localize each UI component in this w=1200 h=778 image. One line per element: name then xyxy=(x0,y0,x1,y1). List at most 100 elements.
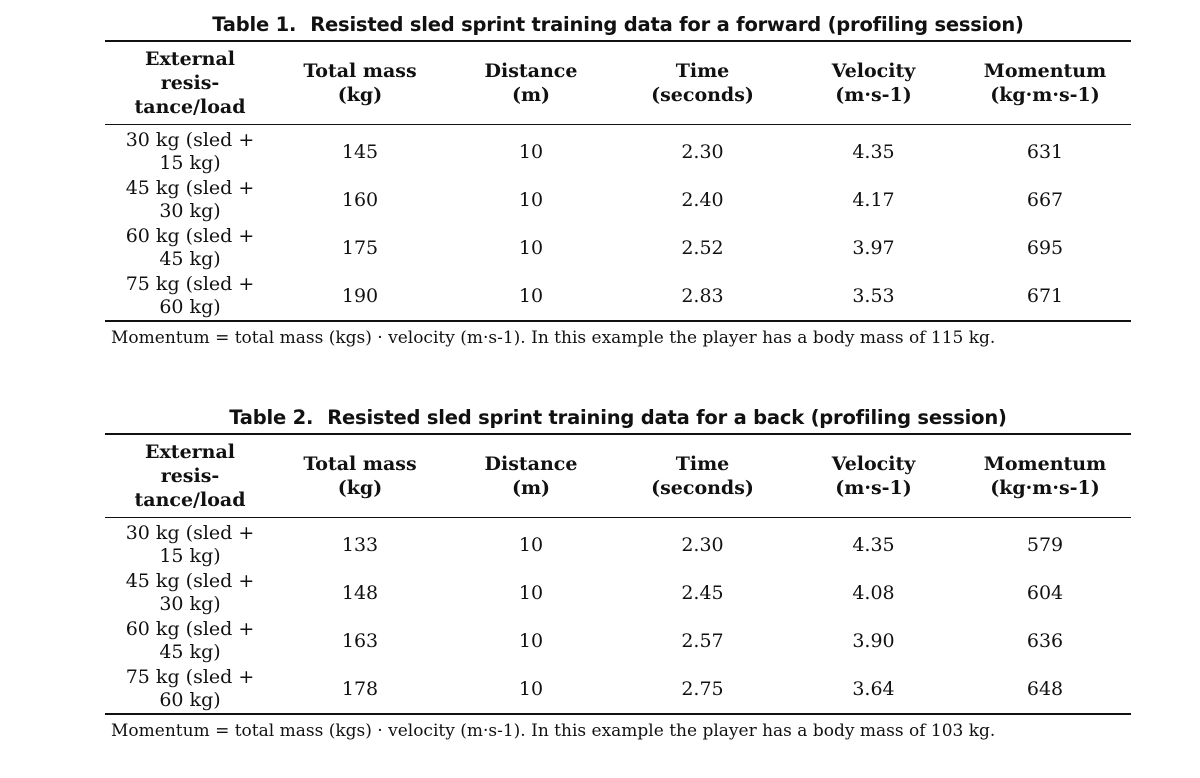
header-line: Distance xyxy=(484,60,578,82)
load-line: 30 kg) xyxy=(159,593,221,615)
cell-velocity: 4.35 xyxy=(852,140,895,163)
table-footnote: Momentum = total mass (kgs) · velocity (… xyxy=(111,721,996,741)
header-momentum: Momentum (kg·m·s-1) xyxy=(959,41,1131,125)
cell-momentum: 695 xyxy=(1026,236,1064,259)
load-line: 75 kg (sled + xyxy=(125,273,255,295)
table-row: 75 kg (sled +60 kg) 190 10 2.83 3.53 671 xyxy=(105,272,1131,321)
cell-time: 2.45 xyxy=(681,581,724,604)
table-caption: Table 1. Resisted sled sprint training da… xyxy=(105,10,1131,40)
header-velocity: Velocity (m·s-1) xyxy=(788,41,959,125)
header-line: Total mass xyxy=(303,60,417,82)
load-line: 30 kg (sled + xyxy=(125,129,255,151)
table-row: 60 kg (sled +45 kg) 175 10 2.52 3.97 695 xyxy=(105,224,1131,272)
header-total-mass: Total mass (kg) xyxy=(275,434,445,518)
cell-total-mass: 178 xyxy=(341,677,379,700)
cell-total-mass: 145 xyxy=(341,140,379,163)
table-row: 45 kg (sled +30 kg) 148 10 2.45 4.08 604 xyxy=(105,569,1131,617)
header-line: Distance xyxy=(484,453,578,475)
load-line: 60 kg) xyxy=(159,296,221,318)
header-line: (seconds) xyxy=(651,477,754,499)
cell-distance: 10 xyxy=(518,140,544,163)
table-row: 30 kg (sled +15 kg) 133 10 2.30 4.35 579 xyxy=(105,518,1131,570)
header-line: (kg) xyxy=(337,477,383,499)
header-row: External resis- tance/load Total mass (k… xyxy=(105,41,1131,125)
cell-total-mass: 163 xyxy=(341,629,379,652)
header-line: External xyxy=(144,48,236,70)
header-line: (seconds) xyxy=(651,84,754,106)
cell-total-mass: 133 xyxy=(341,533,379,556)
cell-momentum: 579 xyxy=(1026,533,1064,556)
header-line: Total mass xyxy=(303,453,417,475)
header-time: Time (seconds) xyxy=(617,41,788,125)
table-2-block: Table 2. Resisted sled sprint training da… xyxy=(105,403,1131,747)
cell-total-mass: 160 xyxy=(341,188,379,211)
header-line: (m) xyxy=(511,477,551,499)
load-line: 45 kg (sled + xyxy=(125,177,255,199)
cell-distance: 10 xyxy=(518,629,544,652)
header-line: tance/load xyxy=(134,489,246,511)
table-row: 30 kg (sled +15 kg) 145 10 2.30 4.35 631 xyxy=(105,125,1131,177)
table-caption: Table 2. Resisted sled sprint training da… xyxy=(105,403,1131,433)
load-line: 45 kg) xyxy=(159,248,221,270)
table-number: Table 1. xyxy=(212,13,297,36)
cell-velocity: 4.08 xyxy=(852,581,895,604)
cell-momentum: 667 xyxy=(1026,188,1064,211)
header-total-mass: Total mass (kg) xyxy=(275,41,445,125)
table-row: 75 kg (sled +60 kg) 178 10 2.75 3.64 648 xyxy=(105,665,1131,714)
header-line: (kg·m·s-1) xyxy=(990,477,1100,499)
cell-load: 45 kg (sled +30 kg) xyxy=(105,176,275,224)
header-velocity: Velocity (m·s-1) xyxy=(788,434,959,518)
cell-time: 2.52 xyxy=(681,236,724,259)
header-line: (m·s-1) xyxy=(835,477,912,499)
cell-time: 2.30 xyxy=(681,533,724,556)
load-line: 30 kg) xyxy=(159,200,221,222)
header-line: Velocity xyxy=(831,60,916,82)
cell-momentum: 648 xyxy=(1026,677,1064,700)
header-distance: Distance (m) xyxy=(445,434,617,518)
header-line: Time xyxy=(675,60,730,82)
cell-load: 75 kg (sled +60 kg) xyxy=(105,665,275,714)
cell-time: 2.57 xyxy=(681,629,724,652)
header-time: Time (seconds) xyxy=(617,434,788,518)
header-momentum: Momentum (kg·m·s-1) xyxy=(959,434,1131,518)
header-line: (m) xyxy=(511,84,551,106)
header-line: Velocity xyxy=(831,453,916,475)
cell-total-mass: 190 xyxy=(341,284,379,307)
cell-total-mass: 148 xyxy=(341,581,379,604)
load-line: 15 kg) xyxy=(159,152,221,174)
cell-momentum: 604 xyxy=(1026,581,1064,604)
cell-load: 45 kg (sled +30 kg) xyxy=(105,569,275,617)
cell-momentum: 671 xyxy=(1026,284,1064,307)
header-external-load: External resis- tance/load xyxy=(105,41,275,125)
load-line: 15 kg) xyxy=(159,545,221,567)
cell-load: 30 kg (sled +15 kg) xyxy=(105,518,275,570)
header-line: (kg) xyxy=(337,84,383,106)
load-line: 75 kg (sled + xyxy=(125,666,255,688)
cell-velocity: 3.97 xyxy=(852,236,895,259)
header-distance: Distance (m) xyxy=(445,41,617,125)
load-line: 60 kg (sled + xyxy=(125,618,255,640)
cell-distance: 10 xyxy=(518,284,544,307)
header-line: Momentum xyxy=(983,60,1107,82)
header-line: resis- xyxy=(160,465,220,487)
load-line: 45 kg) xyxy=(159,641,221,663)
load-line: 30 kg (sled + xyxy=(125,522,255,544)
header-line: (kg·m·s-1) xyxy=(990,84,1100,106)
cell-time: 2.30 xyxy=(681,140,724,163)
cell-load: 60 kg (sled +45 kg) xyxy=(105,224,275,272)
load-line: 45 kg (sled + xyxy=(125,570,255,592)
table-row: 45 kg (sled +30 kg) 160 10 2.40 4.17 667 xyxy=(105,176,1131,224)
cell-momentum: 636 xyxy=(1026,629,1064,652)
header-line: External xyxy=(144,441,236,463)
header-line: tance/load xyxy=(134,96,246,118)
cell-velocity: 4.17 xyxy=(852,188,895,211)
cell-time: 2.40 xyxy=(681,188,724,211)
header-line: Momentum xyxy=(983,453,1107,475)
table-row: 60 kg (sled +45 kg) 163 10 2.57 3.90 636 xyxy=(105,617,1131,665)
cell-time: 2.75 xyxy=(681,677,724,700)
cell-load: 75 kg (sled +60 kg) xyxy=(105,272,275,321)
table-number: Table 2. xyxy=(229,406,314,429)
cell-load: 60 kg (sled +45 kg) xyxy=(105,617,275,665)
table-1-block: Table 1. Resisted sled sprint training da… xyxy=(105,10,1131,354)
cell-distance: 10 xyxy=(518,188,544,211)
